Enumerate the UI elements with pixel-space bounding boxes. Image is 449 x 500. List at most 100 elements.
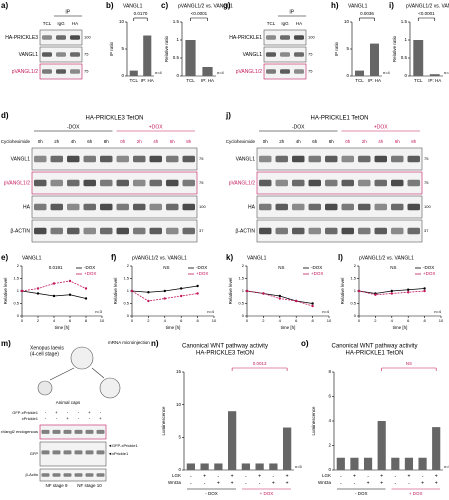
point bbox=[311, 302, 314, 305]
treatment-sign: + bbox=[407, 473, 410, 479]
n-label: n=5 bbox=[295, 464, 303, 469]
row-label: β-Actin bbox=[25, 472, 38, 477]
band bbox=[149, 203, 162, 211]
band bbox=[34, 179, 47, 187]
y-tick-label: 0 bbox=[178, 467, 181, 472]
panel-label: i) bbox=[389, 1, 394, 10]
kda-marker: 37 bbox=[424, 228, 429, 233]
row-label: pVANGL1/2 bbox=[236, 69, 263, 75]
treatment-sign: + bbox=[286, 480, 289, 486]
band bbox=[341, 203, 354, 211]
panel-label: o) bbox=[301, 339, 309, 348]
band bbox=[67, 227, 80, 235]
x-tick-label: 6 bbox=[69, 318, 72, 323]
treatment-sign: - bbox=[354, 480, 356, 486]
legend-label: -DOX bbox=[311, 265, 322, 270]
point bbox=[311, 304, 314, 308]
condition-sign: - bbox=[89, 416, 91, 421]
band bbox=[34, 155, 47, 163]
treatment-sign: + bbox=[258, 473, 261, 479]
band bbox=[266, 35, 276, 40]
lane-label: 6h bbox=[395, 139, 401, 144]
panel-label: k) bbox=[226, 253, 233, 262]
y-tick-label: 4 bbox=[328, 418, 331, 423]
row-label: HA-PRICKLE3 bbox=[5, 35, 38, 41]
band bbox=[34, 203, 47, 211]
treatment-sign: - bbox=[245, 473, 247, 479]
point bbox=[84, 297, 88, 300]
lane-label: 4h bbox=[71, 139, 77, 144]
organism: Xenopus laevis bbox=[30, 345, 64, 351]
treatment-sign: - bbox=[218, 473, 220, 479]
kda-marker: 100 bbox=[424, 204, 431, 209]
band bbox=[259, 203, 272, 211]
n-label: n=4 bbox=[217, 70, 225, 75]
band bbox=[259, 155, 272, 163]
legend-label: +DOX bbox=[196, 271, 208, 276]
condition-sign: - bbox=[78, 410, 80, 415]
band bbox=[133, 203, 146, 211]
band bbox=[50, 155, 63, 163]
band bbox=[182, 203, 195, 211]
condition-label: GFP-xPrickle1 bbox=[12, 410, 39, 415]
bar bbox=[200, 463, 209, 470]
band bbox=[85, 450, 94, 455]
ip-header: IP bbox=[289, 9, 294, 15]
band bbox=[83, 227, 96, 235]
point bbox=[84, 287, 88, 290]
bar bbox=[143, 35, 152, 76]
n-label: n=3 bbox=[95, 309, 103, 314]
band bbox=[52, 429, 61, 434]
kda-marker: 75 bbox=[199, 156, 204, 161]
p-value: 0.0170 bbox=[134, 11, 148, 16]
row-label: GFP bbox=[30, 451, 39, 456]
panel-label: b) bbox=[106, 1, 114, 10]
band bbox=[407, 203, 420, 211]
y-tick-label: 2 bbox=[354, 263, 357, 268]
x-tick-label: 0 bbox=[131, 318, 134, 323]
bar bbox=[413, 40, 424, 76]
stage-label: NF stage 9 bbox=[45, 483, 68, 488]
lane-label: HA bbox=[296, 21, 302, 26]
condition-sign: + bbox=[88, 410, 91, 415]
y-tick-label: 10 bbox=[176, 402, 182, 407]
bar bbox=[202, 67, 213, 76]
stage-label: NF stage 10 bbox=[77, 483, 102, 488]
y-tick-label: 0 bbox=[242, 313, 245, 318]
band bbox=[74, 429, 83, 434]
y-tick-label: 0.5 bbox=[401, 55, 408, 60]
band bbox=[50, 227, 63, 235]
band bbox=[56, 69, 66, 74]
bar bbox=[228, 411, 237, 470]
lane-label: TCL bbox=[43, 21, 52, 26]
band bbox=[116, 203, 129, 211]
x-tick-label: 0 bbox=[246, 318, 249, 323]
band bbox=[100, 179, 113, 187]
band bbox=[56, 52, 66, 57]
lane-label: 2h bbox=[279, 139, 285, 144]
lane-label: 8h bbox=[186, 139, 192, 144]
point bbox=[180, 287, 183, 290]
group-label: + DOX bbox=[409, 491, 423, 496]
y-axis-label: IP ratio bbox=[109, 41, 114, 56]
y-tick-label: 0 bbox=[354, 313, 357, 318]
band bbox=[63, 429, 72, 434]
y-tick-label: 1 bbox=[176, 37, 179, 42]
blot-strip bbox=[256, 219, 423, 243]
point bbox=[52, 282, 56, 285]
y-tick-label: 1 bbox=[242, 288, 245, 293]
kda-marker: 75 bbox=[424, 156, 429, 161]
x-tick-label: 6 bbox=[407, 318, 410, 323]
point bbox=[196, 284, 199, 288]
band bbox=[133, 179, 146, 187]
p-value: NS bbox=[278, 265, 284, 270]
lane-label: 0h bbox=[345, 139, 351, 144]
point bbox=[295, 299, 298, 303]
band bbox=[182, 155, 195, 163]
band bbox=[42, 35, 52, 40]
lane-label: 2h bbox=[362, 139, 368, 144]
treatment-label: LGK bbox=[172, 473, 181, 478]
lane-label: HA bbox=[72, 21, 78, 26]
panel-label: d) bbox=[1, 111, 9, 120]
